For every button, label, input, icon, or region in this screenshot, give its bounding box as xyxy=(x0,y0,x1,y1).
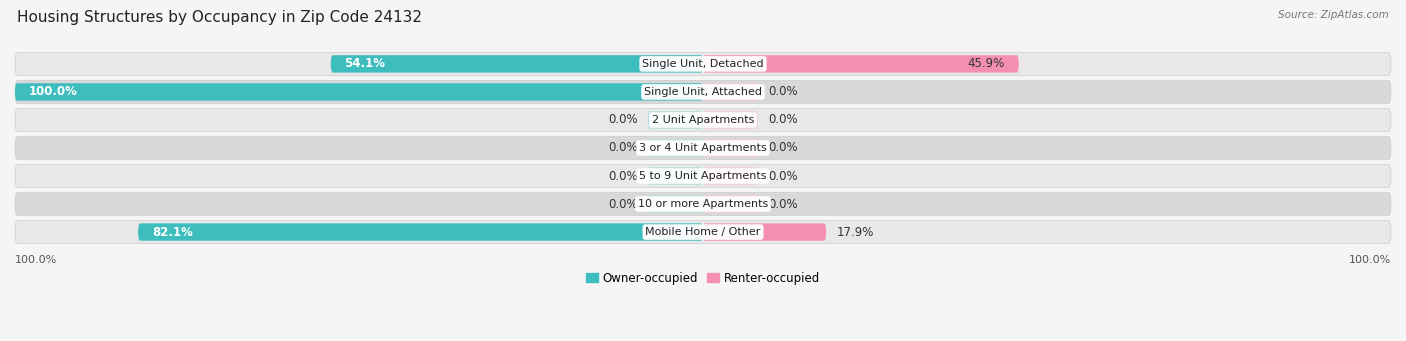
FancyBboxPatch shape xyxy=(703,111,758,129)
Text: 100.0%: 100.0% xyxy=(28,86,77,99)
FancyBboxPatch shape xyxy=(330,55,703,73)
FancyBboxPatch shape xyxy=(15,53,1391,75)
FancyBboxPatch shape xyxy=(15,80,1391,103)
Text: Housing Structures by Occupancy in Zip Code 24132: Housing Structures by Occupancy in Zip C… xyxy=(17,10,422,25)
Text: Single Unit, Attached: Single Unit, Attached xyxy=(644,87,762,97)
FancyBboxPatch shape xyxy=(703,195,758,213)
Legend: Owner-occupied, Renter-occupied: Owner-occupied, Renter-occupied xyxy=(581,267,825,290)
FancyBboxPatch shape xyxy=(15,108,1391,131)
FancyBboxPatch shape xyxy=(703,167,758,185)
Text: 2 Unit Apartments: 2 Unit Apartments xyxy=(652,115,754,125)
Text: 5 to 9 Unit Apartments: 5 to 9 Unit Apartments xyxy=(640,171,766,181)
Text: 3 or 4 Unit Apartments: 3 or 4 Unit Apartments xyxy=(640,143,766,153)
FancyBboxPatch shape xyxy=(15,136,1391,160)
Text: 0.0%: 0.0% xyxy=(768,142,799,154)
FancyBboxPatch shape xyxy=(703,83,758,101)
FancyBboxPatch shape xyxy=(703,223,827,241)
FancyBboxPatch shape xyxy=(648,139,703,157)
FancyBboxPatch shape xyxy=(703,55,1019,73)
Text: 0.0%: 0.0% xyxy=(607,114,638,127)
FancyBboxPatch shape xyxy=(138,223,703,241)
Text: 10 or more Apartments: 10 or more Apartments xyxy=(638,199,768,209)
Text: 82.1%: 82.1% xyxy=(152,225,193,239)
Text: 45.9%: 45.9% xyxy=(967,57,1005,70)
FancyBboxPatch shape xyxy=(15,83,703,101)
FancyBboxPatch shape xyxy=(703,139,758,157)
Text: 54.1%: 54.1% xyxy=(344,57,385,70)
FancyBboxPatch shape xyxy=(648,111,703,129)
Text: 0.0%: 0.0% xyxy=(768,114,799,127)
FancyBboxPatch shape xyxy=(648,167,703,185)
Text: 17.9%: 17.9% xyxy=(837,225,875,239)
Text: 0.0%: 0.0% xyxy=(607,142,638,154)
Text: 0.0%: 0.0% xyxy=(768,169,799,182)
FancyBboxPatch shape xyxy=(15,164,1391,188)
Text: Source: ZipAtlas.com: Source: ZipAtlas.com xyxy=(1278,10,1389,20)
FancyBboxPatch shape xyxy=(648,195,703,213)
Text: 0.0%: 0.0% xyxy=(607,197,638,210)
FancyBboxPatch shape xyxy=(15,193,1391,216)
Text: Single Unit, Detached: Single Unit, Detached xyxy=(643,59,763,69)
Text: Mobile Home / Other: Mobile Home / Other xyxy=(645,227,761,237)
Text: 100.0%: 100.0% xyxy=(1348,255,1391,265)
FancyBboxPatch shape xyxy=(15,221,1391,243)
Text: 0.0%: 0.0% xyxy=(768,86,799,99)
Text: 0.0%: 0.0% xyxy=(768,197,799,210)
Text: 0.0%: 0.0% xyxy=(607,169,638,182)
Text: 100.0%: 100.0% xyxy=(15,255,58,265)
